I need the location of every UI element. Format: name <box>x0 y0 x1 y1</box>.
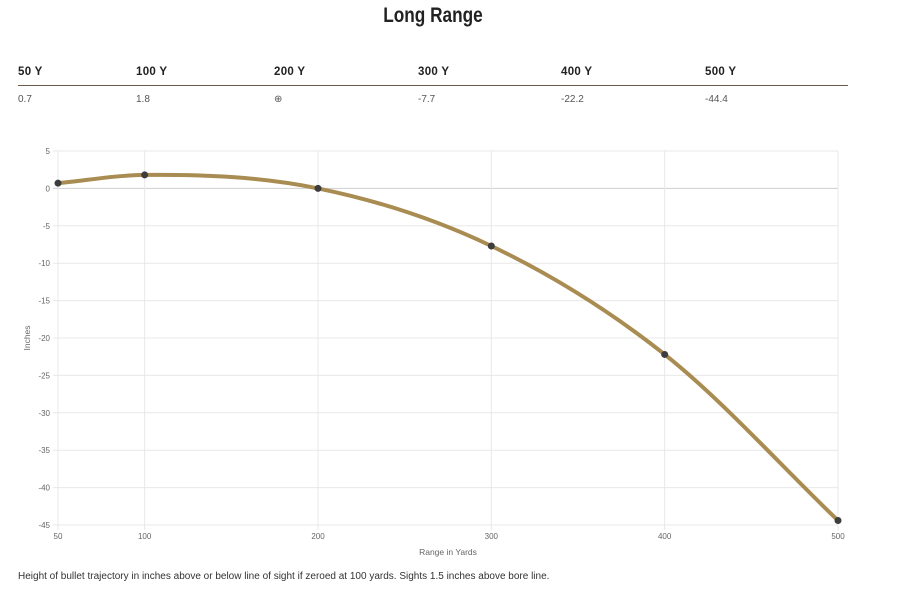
y-tick-label: 5 <box>46 147 51 156</box>
header-50y: 50 Y <box>18 66 43 78</box>
data-point <box>834 517 842 525</box>
page-title: Long Range <box>383 4 483 27</box>
y-tick-label: -25 <box>38 371 50 380</box>
header-100y: 100 Y <box>136 66 168 78</box>
y-tick-label: -20 <box>38 334 50 343</box>
header-400y: 400 Y <box>561 66 593 78</box>
y-tick-label: -35 <box>38 446 50 455</box>
header-200y: 200 Y <box>274 66 306 78</box>
trajectory-table: 50 Y 100 Y 200 Y 300 Y 400 Y 500 Y 0.7 1… <box>18 60 848 110</box>
data-point <box>661 350 669 358</box>
y-tick-label: 0 <box>46 184 51 193</box>
y-axis-label: Inches <box>22 325 32 350</box>
header-300y: 300 Y <box>418 66 450 78</box>
value-300y: -7.7 <box>418 94 436 105</box>
trajectory-line <box>56 172 840 523</box>
table-header-row: 50 Y 100 Y 200 Y 300 Y 400 Y 500 Y <box>18 60 848 86</box>
data-point <box>54 179 62 187</box>
value-100y: 1.8 <box>136 94 150 105</box>
y-tick-label: -40 <box>38 484 50 493</box>
value-400y: -22.2 <box>561 94 584 105</box>
y-tick-label: -5 <box>43 222 51 231</box>
footnote: Height of bullet trajectory in inches ab… <box>18 571 550 582</box>
zero-crosshair-icon: ⊕ <box>274 94 283 105</box>
x-tick-label: 50 <box>54 532 63 541</box>
x-tick-label: 500 <box>831 532 845 541</box>
y-tick-label: -10 <box>38 259 50 268</box>
value-50y: 0.7 <box>18 94 32 105</box>
x-tick-label: 400 <box>658 532 672 541</box>
x-axis-label: Range in Yards <box>419 547 477 557</box>
data-point <box>487 242 495 250</box>
x-tick-label: 100 <box>138 532 152 541</box>
data-point <box>141 171 149 179</box>
x-tick-label: 300 <box>485 532 499 541</box>
y-tick-label: -45 <box>38 521 50 530</box>
header-500y: 500 Y <box>705 66 737 78</box>
y-tick-label: -30 <box>38 409 50 418</box>
data-point <box>314 184 322 192</box>
table-row: 0.7 1.8 ⊕ -7.7 -22.2 -44.4 <box>18 86 848 110</box>
value-500y: -44.4 <box>705 94 728 105</box>
y-tick-label: -15 <box>38 297 50 306</box>
x-tick-label: 200 <box>311 532 325 541</box>
